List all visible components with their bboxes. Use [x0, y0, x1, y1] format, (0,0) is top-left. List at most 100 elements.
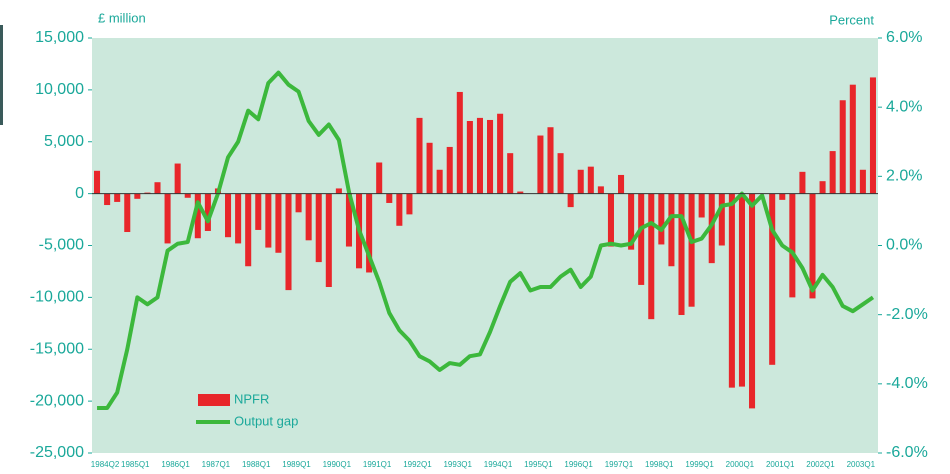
bar	[144, 192, 151, 194]
x-tick-label: 1989Q1	[282, 460, 311, 469]
bar	[668, 193, 675, 267]
bar	[638, 193, 645, 285]
y-tick-label: -10,000	[30, 289, 84, 306]
x-tick-label: 1992Q1	[403, 460, 432, 469]
y2-tick-label: -6.0%	[886, 444, 928, 461]
y2-tick-label: 4.0%	[886, 98, 922, 115]
y-tick-label: 0	[75, 185, 84, 202]
bar	[345, 193, 352, 247]
y2-tick-label: 6.0%	[886, 29, 922, 46]
bar	[295, 193, 302, 213]
y-tick-label: -25,000	[30, 444, 84, 461]
y-tick-label: -20,000	[30, 392, 84, 409]
bar	[678, 193, 685, 316]
y-tick-label: -5,000	[39, 237, 84, 254]
bar	[799, 171, 806, 194]
bar	[154, 182, 161, 194]
bar	[779, 193, 786, 200]
bar	[184, 193, 191, 198]
bar	[416, 117, 423, 194]
bar	[376, 162, 383, 194]
bar	[698, 193, 705, 218]
bar	[839, 100, 846, 194]
bar	[829, 151, 836, 194]
bar	[577, 169, 584, 194]
bar	[204, 193, 211, 231]
x-tick-label: 1999Q1	[685, 460, 714, 469]
bar	[386, 193, 393, 203]
bar	[507, 153, 514, 194]
y2-tick-label: -2.0%	[886, 306, 928, 323]
bar	[366, 193, 373, 273]
bar	[245, 193, 252, 267]
bar	[537, 135, 544, 194]
x-tick-label: 2001Q1	[766, 460, 795, 469]
x-tick-label: 2000Q1	[726, 460, 755, 469]
x-tick-label: 1984Q2	[91, 460, 120, 469]
bar	[335, 188, 342, 194]
bar	[738, 193, 745, 387]
x-tick-label: 1985Q1	[121, 460, 150, 469]
bar	[567, 193, 574, 208]
bar	[547, 127, 554, 194]
bar	[194, 193, 201, 239]
bar	[658, 193, 665, 245]
bar	[134, 193, 141, 199]
bar	[104, 193, 111, 206]
y2-tick-label: 0.0%	[886, 237, 922, 254]
bar	[446, 146, 453, 194]
bar	[728, 193, 735, 388]
x-tick-label: 1996Q1	[564, 460, 593, 469]
line	[97, 70, 875, 411]
y-tick-label: 15,000	[35, 29, 84, 46]
bar	[315, 193, 322, 263]
bar	[94, 170, 101, 194]
bar	[517, 191, 524, 194]
x-tick-label: 1994Q1	[484, 460, 513, 469]
x-tick-label: 1991Q1	[363, 460, 392, 469]
bar	[456, 91, 463, 194]
x-tick-label: 1988Q1	[242, 460, 271, 469]
bar	[225, 193, 232, 238]
bar	[789, 193, 796, 298]
x-tick-label: 2002Q1	[806, 460, 835, 469]
bar	[325, 193, 332, 287]
legend-label: Output gap	[234, 413, 298, 428]
y-tick-label: 5,000	[44, 133, 84, 150]
bar	[285, 193, 292, 291]
bar	[235, 193, 242, 244]
bar	[859, 169, 866, 194]
y2-tick-label: 2.0%	[886, 168, 922, 185]
bar	[396, 193, 403, 226]
bar	[708, 193, 715, 264]
plot-area	[92, 38, 878, 453]
bar	[607, 193, 614, 247]
bar	[265, 193, 272, 248]
bar	[769, 193, 776, 365]
y-tick-label: -15,000	[30, 340, 84, 357]
bar	[819, 181, 826, 194]
edge-mark	[0, 25, 3, 125]
bar	[597, 186, 604, 194]
x-tick-label: 2003Q1	[847, 460, 876, 469]
bar	[648, 193, 655, 320]
bar	[174, 163, 181, 194]
bar	[255, 193, 262, 230]
x-tick-label: 1997Q1	[605, 460, 634, 469]
y2-axis-label: Percent	[829, 12, 874, 27]
x-tick-label: 1990Q1	[323, 460, 352, 469]
bar	[436, 169, 443, 194]
bar	[749, 193, 756, 409]
bar	[487, 119, 494, 194]
bar	[497, 113, 504, 194]
x-tick-label: 1998Q1	[645, 460, 674, 469]
bar	[587, 166, 594, 194]
bar	[476, 117, 483, 194]
x-tick-label: 1986Q1	[161, 460, 190, 469]
bar	[557, 153, 564, 194]
bar	[869, 77, 876, 194]
bar	[628, 193, 635, 250]
bar	[809, 193, 816, 299]
bar	[426, 142, 433, 194]
